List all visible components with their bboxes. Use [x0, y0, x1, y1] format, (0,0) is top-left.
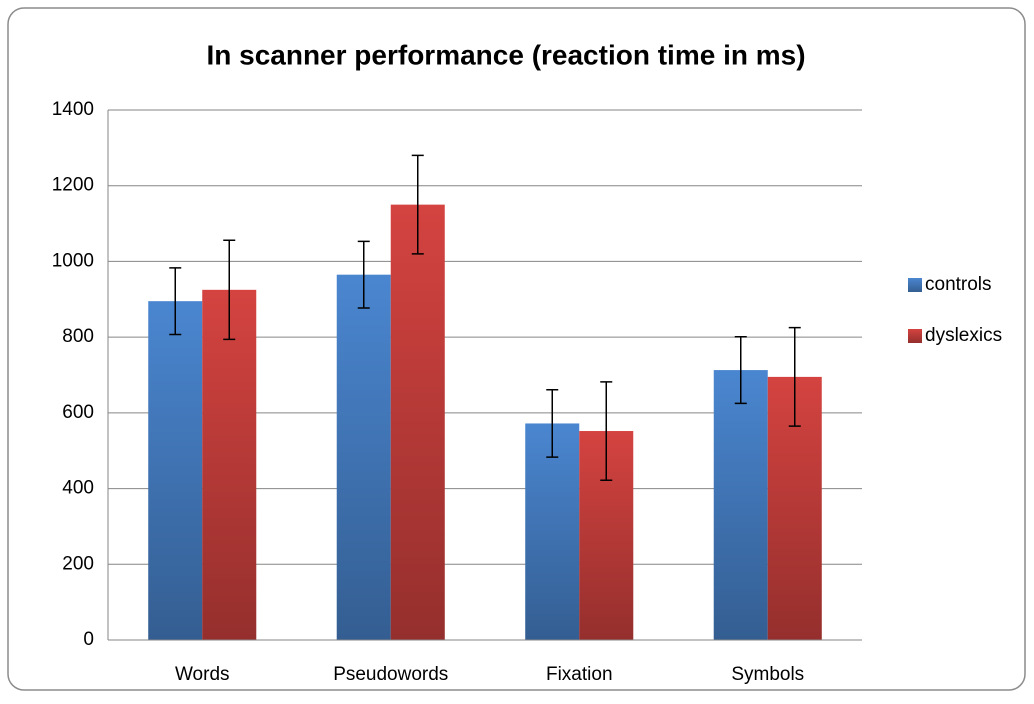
legend-label: dyslexics	[925, 325, 1002, 346]
y-tick-label: 1400	[52, 99, 94, 120]
error-bar	[788, 326, 801, 427]
error-bar	[546, 389, 559, 458]
legend-label: controls	[925, 274, 992, 295]
x-tick-label: Fixation	[546, 664, 613, 685]
y-tick-label: 1200	[52, 175, 94, 196]
error-bar	[169, 267, 182, 336]
error-bar	[600, 381, 613, 481]
y-tick-label: 600	[62, 402, 94, 423]
x-tick-label: Symbols	[731, 664, 804, 685]
error-bar	[411, 154, 424, 255]
bar-shade	[336, 274, 391, 640]
y-tick-label: 1000	[52, 250, 94, 271]
error-bar	[223, 239, 236, 341]
bar-shade	[202, 289, 257, 640]
x-tick-label: Words	[175, 664, 230, 685]
bar-shade	[390, 204, 445, 640]
y-tick-label: 0	[83, 629, 94, 650]
y-tick-label: 400	[62, 478, 94, 499]
error-bar	[734, 336, 747, 405]
bar-shade	[713, 370, 768, 640]
y-tick-label: 800	[62, 326, 94, 347]
y-tick-label: 200	[62, 553, 94, 574]
x-tick-label: Pseudowords	[333, 664, 448, 685]
chart-title: In scanner performance (reaction time in…	[206, 39, 805, 70]
legend-swatch-shade	[908, 278, 922, 292]
legend-swatch-shade	[908, 329, 922, 343]
error-bar	[357, 240, 370, 309]
bar-shade	[525, 423, 580, 640]
bar-shade	[148, 301, 203, 640]
